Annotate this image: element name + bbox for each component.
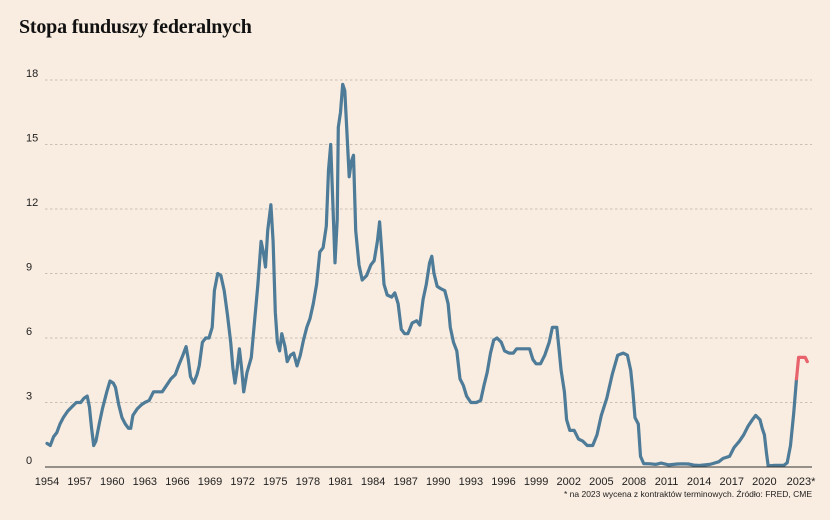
x-tick-label: 1957 bbox=[67, 476, 91, 488]
x-tick-label: 1963 bbox=[133, 476, 157, 488]
x-tick-label: 2008 bbox=[622, 476, 646, 488]
x-tick-label: 1990 bbox=[426, 476, 450, 488]
source-footnote: * na 2023 wycena z kontraktów terminowyc… bbox=[563, 489, 812, 499]
x-tick-label: 2014 bbox=[687, 476, 711, 488]
historical-series-line bbox=[45, 82, 799, 468]
x-tick-label: 1984 bbox=[361, 476, 385, 488]
x-tick-label: 1978 bbox=[296, 476, 320, 488]
x-tick-label: 2002 bbox=[556, 476, 580, 488]
y-tick-label: 6 bbox=[26, 326, 32, 338]
x-tick-label: 1996 bbox=[491, 476, 515, 488]
y-tick-label: 12 bbox=[26, 197, 38, 209]
y-tick-label: 15 bbox=[26, 133, 38, 145]
x-tick-label: 1993 bbox=[459, 476, 483, 488]
chart-title: Stopa funduszy federalnych bbox=[19, 16, 252, 38]
x-tick-label: 1969 bbox=[198, 476, 222, 488]
x-tick-label: 1954 bbox=[35, 476, 59, 488]
x-axis-labels: 1954 1957 1960 1963 1966 1969 1972 1975 1978 1981… bbox=[35, 476, 816, 488]
y-tick-label: 0 bbox=[26, 455, 32, 467]
x-tick-label: 1966 bbox=[165, 476, 189, 488]
y-tick-label: 18 bbox=[26, 68, 38, 80]
x-tick-label: 2020 bbox=[752, 476, 776, 488]
x-tick-label: 1981 bbox=[328, 476, 352, 488]
x-tick-label: 1972 bbox=[230, 476, 254, 488]
y-tick-label: 3 bbox=[26, 391, 32, 403]
y-tick-label: 9 bbox=[26, 262, 32, 274]
x-tick-label: 1999 bbox=[524, 476, 548, 488]
x-tick-label: 2011 bbox=[655, 476, 679, 488]
forecast-series-line bbox=[794, 355, 809, 381]
x-tick-label: 2023* bbox=[787, 476, 816, 488]
gridlines bbox=[45, 79, 812, 403]
x-tick-label: 1960 bbox=[100, 476, 124, 488]
x-tick-label: 1987 bbox=[393, 476, 417, 488]
x-tick-label: 1975 bbox=[263, 476, 287, 488]
x-tick-label: 2005 bbox=[589, 476, 613, 488]
series-lines bbox=[45, 82, 809, 468]
x-tick-label: 2017 bbox=[720, 476, 744, 488]
y-axis-labels: 0 3 6 9 12 15 18 bbox=[26, 68, 38, 467]
